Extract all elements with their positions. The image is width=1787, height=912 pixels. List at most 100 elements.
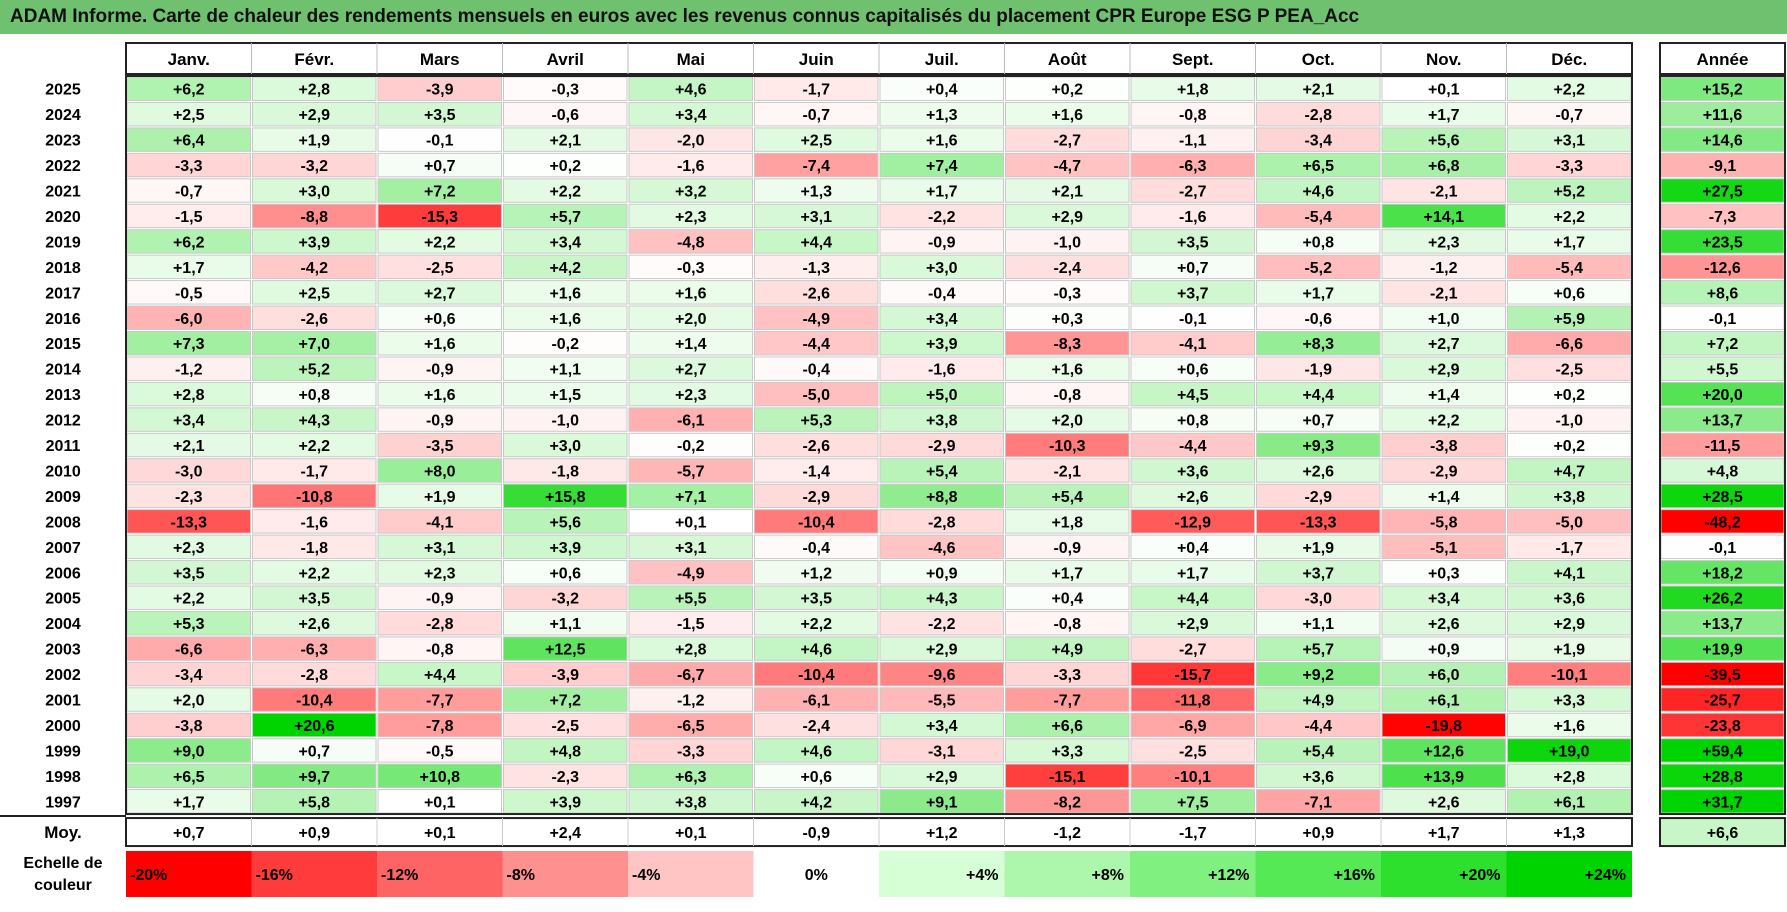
cell-value: +3,6 <box>1177 463 1209 480</box>
cell-value: -0,3 <box>677 260 705 277</box>
heat-cell <box>1005 356 1130 381</box>
cell-value: +3,7 <box>1302 565 1334 582</box>
heat-cell <box>754 534 879 560</box>
heat-cell <box>1130 712 1255 738</box>
heat-cell <box>628 381 753 407</box>
scale-swatch <box>502 851 628 897</box>
heat-cell <box>377 763 502 789</box>
heat-cell <box>1130 356 1255 381</box>
cell-value: +1,7 <box>173 260 205 277</box>
cell-value: +5,6 <box>1428 133 1460 150</box>
cell-value: +14,1 <box>1424 209 1465 226</box>
heat-cell <box>252 229 377 254</box>
cell-value: +6,4 <box>173 133 205 150</box>
heat-cell <box>1130 152 1255 178</box>
annual-value: +27,5 <box>1702 184 1743 201</box>
cell-value: -19,8 <box>1426 718 1463 735</box>
cell-value: -0,6 <box>1304 311 1332 328</box>
month-header-10: Oct. <box>1302 50 1335 69</box>
cell-value: -2,8 <box>300 667 328 684</box>
cell-value: +0,6 <box>1553 285 1585 302</box>
annual-value: -39,5 <box>1704 667 1741 684</box>
cell-value: +0,1 <box>424 794 456 811</box>
cell-value: +4,9 <box>1051 642 1083 659</box>
cell-value: -1,0 <box>1555 413 1583 430</box>
cell-value: +3,4 <box>1428 591 1460 608</box>
year-label: 2018 <box>45 260 81 277</box>
cell-value: +2,8 <box>675 642 707 659</box>
cell-value: +9,3 <box>1302 438 1334 455</box>
cell-value: +3,3 <box>1051 743 1083 760</box>
cell-value: +6,5 <box>1302 158 1334 175</box>
heat-cell <box>879 712 1004 738</box>
heat-cell <box>879 483 1004 509</box>
cell-value: -4,1 <box>1179 336 1207 353</box>
cell-value: +2,2 <box>1553 82 1585 99</box>
year-label: 2014 <box>45 362 81 379</box>
heat-cell <box>1381 432 1506 458</box>
heat-cell <box>1130 178 1255 203</box>
scale-step-label: +24% <box>1585 867 1626 884</box>
heat-cell <box>628 560 753 585</box>
cell-value: -0,8 <box>1053 387 1081 404</box>
month-header-8: Août <box>1048 50 1087 69</box>
cell-value: +0,6 <box>800 769 832 786</box>
heat-cell <box>754 432 879 458</box>
heat-cell <box>754 407 879 432</box>
annual-value: +26,2 <box>1702 591 1743 608</box>
heat-cell <box>1005 661 1130 687</box>
cell-value: -1,7 <box>1555 540 1583 557</box>
cell-value: -10,4 <box>296 693 333 710</box>
cell-value: +1,7 <box>1302 285 1334 302</box>
heat-cell <box>1256 280 1381 305</box>
cell-value: +1,4 <box>1428 489 1460 506</box>
average-value: +1,2 <box>926 825 958 842</box>
cell-value: -4,6 <box>928 540 956 557</box>
heat-cell <box>1256 254 1381 280</box>
year-label: 2010 <box>45 463 81 480</box>
heat-cell <box>1005 763 1130 789</box>
heat-cell <box>754 254 879 280</box>
cell-value: +6,2 <box>173 234 205 251</box>
annual-value: +19,9 <box>1702 642 1743 659</box>
heat-cell <box>1381 509 1506 534</box>
heat-cell <box>1381 381 1506 407</box>
average-annual-value: +6,6 <box>1707 825 1739 842</box>
heat-cell <box>252 381 377 407</box>
heat-cell <box>1130 661 1255 687</box>
cell-value: +0,7 <box>1177 260 1209 277</box>
scale-swatch <box>1004 851 1130 897</box>
heat-cell <box>754 152 879 178</box>
heat-cell <box>879 203 1004 229</box>
cell-value: -2,5 <box>551 718 579 735</box>
heat-cell <box>754 381 879 407</box>
average-value: +1,3 <box>1553 825 1585 842</box>
cell-value: -0,8 <box>1053 616 1081 633</box>
heat-cell <box>377 687 502 712</box>
cell-value: -5,2 <box>1304 260 1332 277</box>
cell-value: +0,7 <box>1302 413 1334 430</box>
year-label: 2001 <box>45 693 81 710</box>
cell-value: +0,2 <box>1553 387 1585 404</box>
cell-value: +8,0 <box>424 463 456 480</box>
heat-cell <box>628 280 753 305</box>
cell-value: +2,2 <box>800 616 832 633</box>
heat-cell <box>377 585 502 610</box>
cell-value: -3,3 <box>1053 667 1081 684</box>
heat-cell <box>1381 661 1506 687</box>
cell-value: -7,7 <box>426 693 454 710</box>
heat-cell <box>377 381 502 407</box>
cell-value: -3,3 <box>1555 158 1583 175</box>
scale-step-label: +16% <box>1334 867 1375 884</box>
month-header-1: Janv. <box>168 50 210 69</box>
cell-value: +1,6 <box>1051 107 1083 124</box>
cell-value: +1,7 <box>1177 565 1209 582</box>
cell-value: +0,4 <box>926 82 958 99</box>
cell-value: +4,6 <box>800 642 832 659</box>
heat-cell <box>503 101 628 127</box>
heat-cell <box>1130 534 1255 560</box>
cell-value: +3,0 <box>298 184 330 201</box>
cell-value: +1,7 <box>1428 107 1460 124</box>
heat-cell <box>1005 687 1130 712</box>
